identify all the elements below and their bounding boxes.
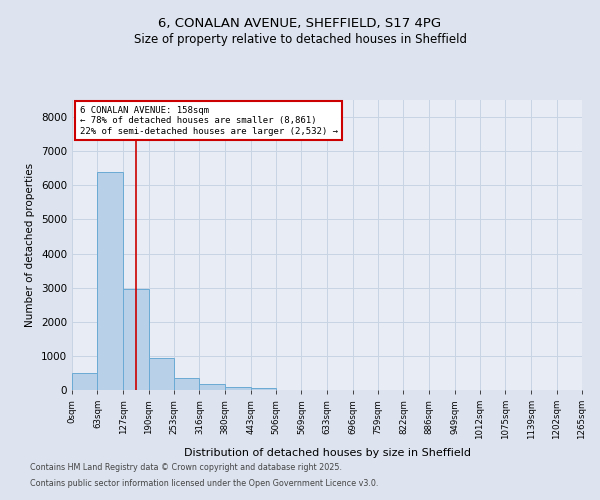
Text: Contains public sector information licensed under the Open Government Licence v3: Contains public sector information licen… bbox=[30, 478, 379, 488]
Text: 6 CONALAN AVENUE: 158sqm
← 78% of detached houses are smaller (8,861)
22% of sem: 6 CONALAN AVENUE: 158sqm ← 78% of detach… bbox=[80, 106, 338, 136]
Bar bbox=[251, 388, 276, 390]
Bar bbox=[199, 384, 225, 390]
Bar bbox=[97, 172, 123, 390]
Bar bbox=[123, 290, 149, 390]
Y-axis label: Number of detached properties: Number of detached properties bbox=[25, 163, 35, 327]
Text: Contains HM Land Registry data © Crown copyright and database right 2025.: Contains HM Land Registry data © Crown c… bbox=[30, 464, 342, 472]
Bar bbox=[149, 358, 174, 390]
Bar bbox=[174, 378, 199, 390]
X-axis label: Distribution of detached houses by size in Sheffield: Distribution of detached houses by size … bbox=[184, 448, 470, 458]
Bar bbox=[225, 386, 251, 390]
Text: 6, CONALAN AVENUE, SHEFFIELD, S17 4PG: 6, CONALAN AVENUE, SHEFFIELD, S17 4PG bbox=[158, 18, 442, 30]
Text: Size of property relative to detached houses in Sheffield: Size of property relative to detached ho… bbox=[133, 32, 467, 46]
Bar bbox=[72, 373, 97, 390]
